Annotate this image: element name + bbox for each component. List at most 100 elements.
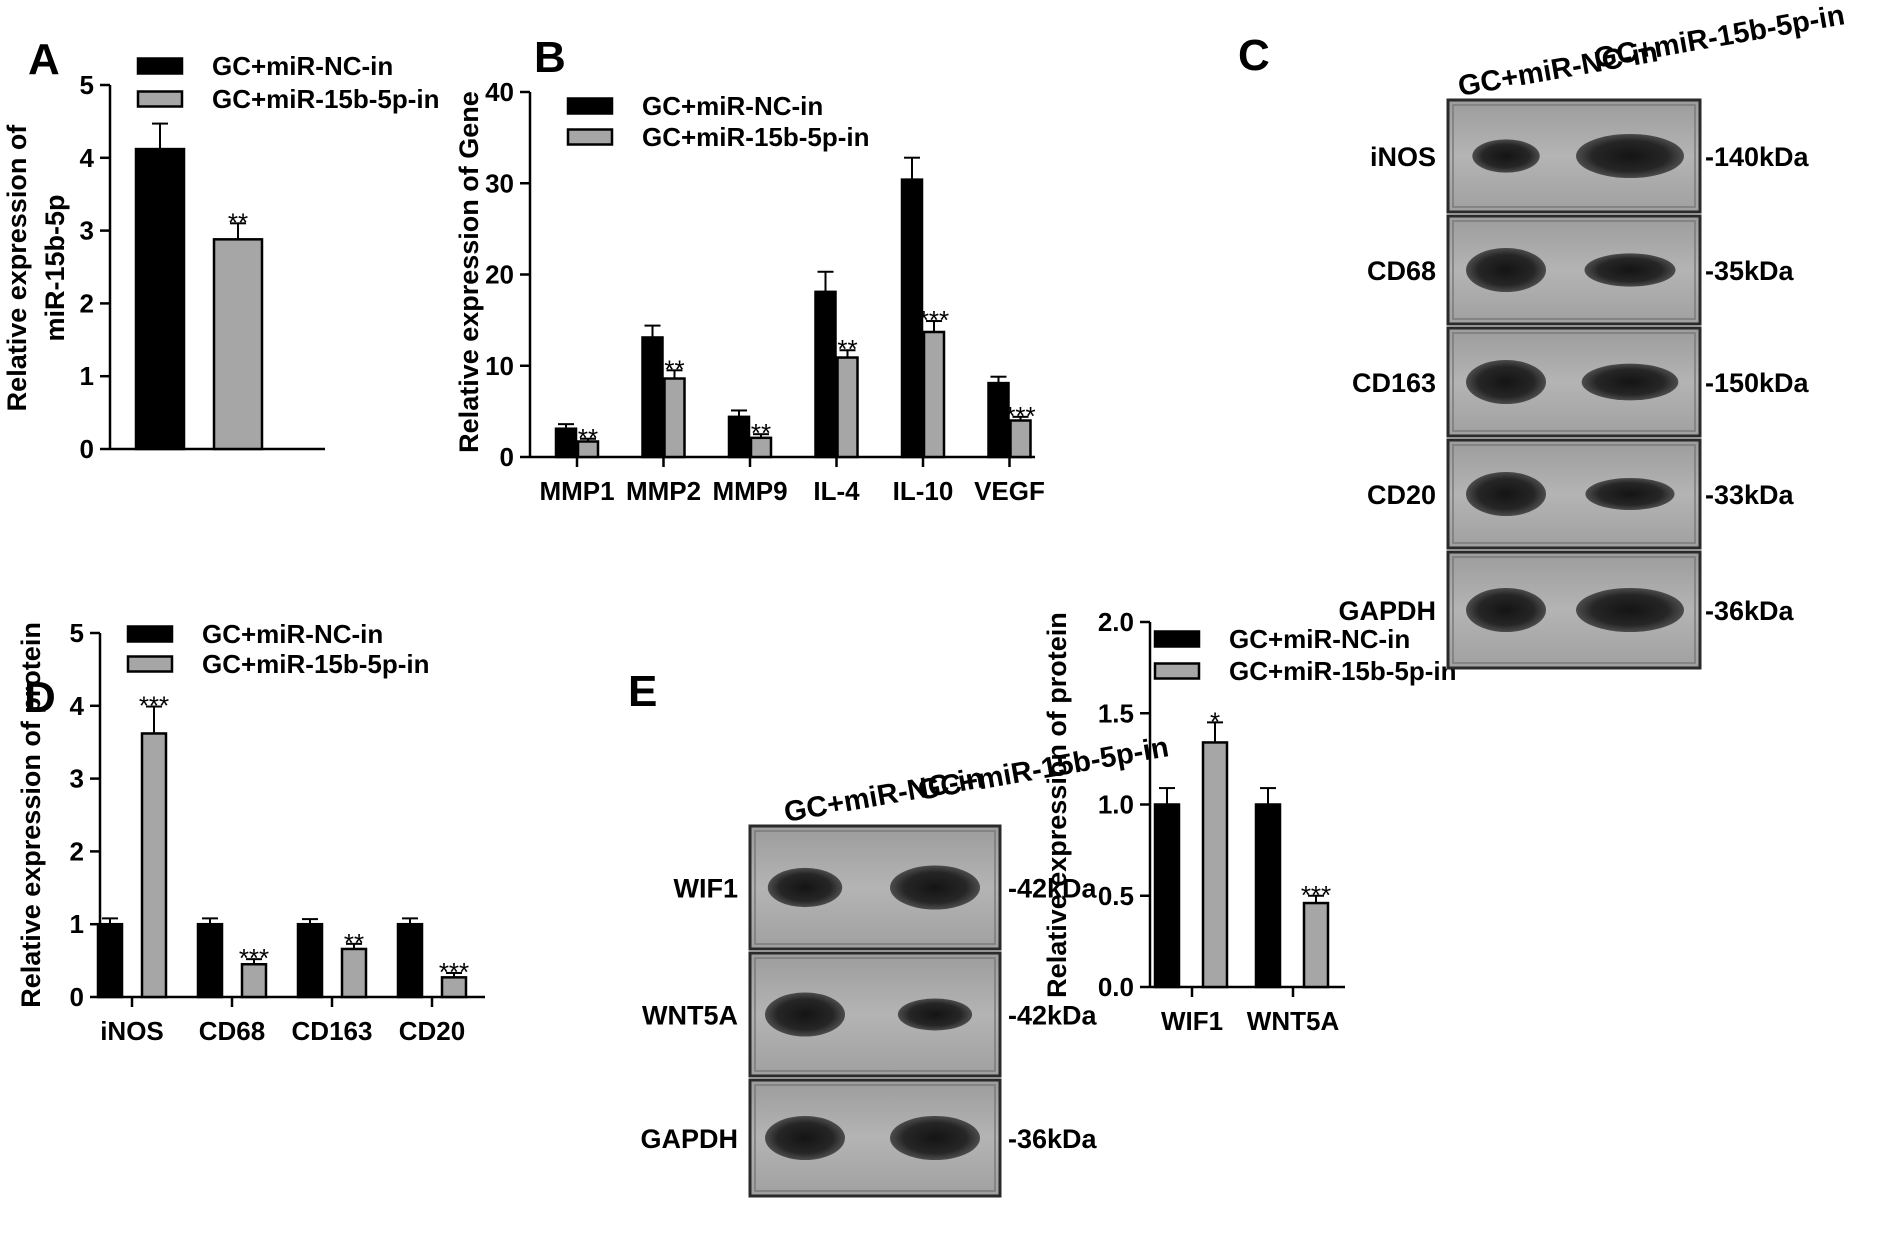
significance-label: *** <box>919 305 949 335</box>
y-tick-label: 40 <box>485 77 514 107</box>
significance-label: *** <box>1301 880 1331 910</box>
x-tick-label: iNOS <box>100 1016 164 1046</box>
y-tick-label: 4 <box>80 143 95 173</box>
blot-band <box>765 1116 845 1160</box>
y-tick-label: 5 <box>70 618 84 648</box>
western-blot-c: iNOS -140kDa CD68 -35kDa CD163 -150kDa CD20 -33… <box>1338 0 1847 670</box>
x-tick-label: CD163 <box>292 1016 373 1046</box>
blot-inner-frame <box>754 1084 996 1192</box>
blot-band <box>890 865 980 910</box>
panel-letter-c: C <box>1238 31 1270 80</box>
blot-band <box>1466 248 1546 292</box>
blot-inner-frame <box>1452 444 1696 544</box>
legend-label: GC+miR-15b-5p-in <box>1229 656 1457 686</box>
blot-protein-label: CD68 <box>1367 256 1436 286</box>
blot-inner-frame <box>1452 332 1696 432</box>
legend-label: GC+miR-NC-in <box>202 619 383 649</box>
blot-kda-label: -42kDa <box>1008 1001 1098 1031</box>
y-tick-label: 2.0 <box>1098 607 1134 637</box>
y-tick-label: 3 <box>80 216 94 246</box>
blot-kda-label: -36kDa <box>1008 1124 1098 1154</box>
significance-label: ** <box>751 418 771 448</box>
bar-nc <box>1254 803 1282 989</box>
y-axis-label: miR-15b-5p <box>40 194 70 341</box>
x-tick-label: CD68 <box>199 1016 265 1046</box>
bar-mir <box>140 732 168 999</box>
blot-protein-label: GAPDH <box>640 1124 738 1154</box>
legend-swatch-mir <box>1153 662 1201 680</box>
blot-lane-label: GC+miR-15b-5p-in <box>1592 0 1847 75</box>
blot-band <box>897 998 973 1031</box>
legend-swatch-mir <box>566 128 614 146</box>
blot-kda-label: -36kDa <box>1705 596 1795 626</box>
legend-swatch-nc <box>126 625 174 643</box>
blot-inner-frame <box>1452 220 1696 320</box>
blot-band <box>1585 478 1675 510</box>
y-tick-label: 5 <box>80 70 94 100</box>
blot-kda-label: -33kDa <box>1705 480 1795 510</box>
y-tick-label: 1 <box>70 909 84 939</box>
legend-swatch-nc <box>1153 630 1201 648</box>
y-axis-label: Relative expression of protein <box>16 622 46 1008</box>
blot-inner-frame <box>754 957 996 1072</box>
significance-label: *** <box>239 943 269 973</box>
bar-nc <box>296 922 324 999</box>
y-tick-label: 2 <box>80 288 94 318</box>
blot-band <box>1472 139 1540 173</box>
y-tick-label: 20 <box>485 260 514 290</box>
chart-d: 0 1 2 3 4 5 Relative expression of protein *** i… <box>16 618 485 1046</box>
significance-label: ** <box>228 207 248 237</box>
panel-letter-a: A <box>28 35 60 84</box>
blot-protein-label: WNT5A <box>642 1001 738 1031</box>
y-tick-label: 0 <box>80 434 94 464</box>
bar-nc <box>814 290 837 459</box>
bar-mir <box>1201 741 1229 989</box>
y-tick-label: 0 <box>70 982 84 1012</box>
legend-label: GC+miR-15b-5p-in <box>212 84 440 114</box>
x-tick-label: CD20 <box>399 1016 465 1046</box>
blot-protein-label: CD20 <box>1367 480 1436 510</box>
blot-kda-label: -150kDa <box>1705 368 1810 398</box>
y-tick-label: 30 <box>485 168 514 198</box>
bar-mir <box>836 356 859 459</box>
bar-mir <box>212 238 264 451</box>
legend-label: GC+miR-15b-5p-in <box>202 649 430 679</box>
legend-label: GC+miR-NC-in <box>1229 624 1410 654</box>
bar-nc <box>727 415 751 459</box>
blot-protein-label: WIF1 <box>674 874 739 904</box>
bar-mir <box>1302 901 1330 989</box>
y-tick-label: 10 <box>485 351 514 381</box>
y-tick-label: 3 <box>70 764 84 794</box>
chart-e: 0.0 0.5 1.0 1.5 2.0 Relative expression of pr… <box>1042 607 1457 1036</box>
x-tick-label: WNT5A <box>1247 1006 1340 1036</box>
y-axis-label: Relative expression of Gene <box>454 91 484 453</box>
x-tick-label: MMP2 <box>626 476 701 506</box>
bar-nc <box>196 922 224 999</box>
legend-swatch-mir <box>126 655 174 673</box>
bar-mir <box>922 330 946 459</box>
bar-nc <box>134 147 186 451</box>
significance-label: *** <box>439 957 469 987</box>
blot-band <box>1466 472 1546 516</box>
significance-label: ** <box>837 334 857 364</box>
blot-band <box>890 1116 980 1160</box>
legend-label: GC+miR-NC-in <box>642 91 823 121</box>
bar-nc <box>554 427 578 459</box>
y-tick-label: 1.0 <box>1098 790 1134 820</box>
legend-swatch-nc <box>136 57 184 75</box>
significance-label: *** <box>139 691 169 721</box>
significance-label: ** <box>578 423 598 453</box>
legend-label: GC+miR-15b-5p-in <box>642 122 870 152</box>
x-tick-label: IL-4 <box>813 476 860 506</box>
x-tick-label: MMP9 <box>712 476 787 506</box>
legend-swatch-nc <box>566 97 614 115</box>
significance-label: ** <box>344 928 364 958</box>
blot-band <box>767 867 843 908</box>
panel-letter-e: E <box>628 667 657 716</box>
bar-nc <box>1153 803 1181 989</box>
y-tick-label: 0.5 <box>1098 881 1134 911</box>
y-tick-label: 1 <box>80 361 94 391</box>
panel-letter-d: D <box>24 673 56 722</box>
